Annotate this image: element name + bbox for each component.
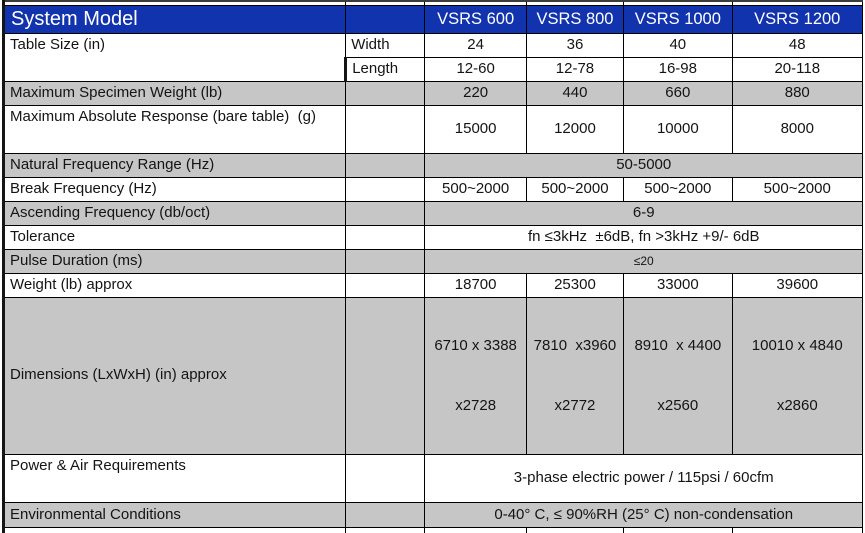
empty-header-cell	[345, 4, 426, 34]
value-cell: 220	[424, 80, 527, 106]
value-cell: 16-98	[623, 56, 733, 82]
table-row-table-size-width: Table Size (in) Width 24 36 40 48	[1, 32, 863, 82]
empty-cell	[345, 296, 426, 455]
dimensions-line1: 7810 x3960	[533, 337, 617, 354]
row-label-weight: Weight (lb) approx	[1, 272, 347, 298]
ascending-frequency-merged-value: 6-9	[424, 200, 863, 226]
table-row-dimensions: Dimensions (LxWxH) (in) approx 6710 x 33…	[1, 296, 863, 455]
row-label-natural-frequency: Natural Frequency Range (Hz)	[1, 152, 347, 178]
natural-frequency-merged-value: 50-5000	[424, 152, 863, 178]
table-row-environmental: Environmental Conditions 0-40° C, ≤ 90%R…	[1, 502, 863, 528]
dimensions-line1: 10010 x 4840	[751, 337, 843, 354]
row-label-pulse-duration: Pulse Duration (ms)	[1, 248, 347, 274]
dimensions-line1: 6710 x 3388	[434, 337, 517, 354]
empty-cell	[345, 502, 426, 528]
value-cell: 500~2000	[525, 176, 625, 202]
gridline-strip-bottom	[1, 527, 863, 533]
row-label-dimensions: Dimensions (LxWxH) (in) approx	[1, 296, 347, 455]
dimensions-line2: x2560	[657, 396, 699, 414]
value-cell: 660	[623, 80, 733, 106]
table-row-ascending-frequency: Ascending Frequency (db/oct) 6-9	[1, 200, 863, 226]
environmental-merged-value: 0-40° C, ≤ 90%RH (25° C) non-condensatio…	[424, 502, 863, 528]
row-label-absolute-response: Maximum Absolute Response (bare table) (…	[1, 104, 347, 154]
strip-cell	[731, 527, 863, 533]
row-label-tolerance: Tolerance	[1, 224, 347, 250]
row-label-environmental: Environmental Conditions	[1, 502, 347, 528]
value-cell: 440	[525, 80, 625, 106]
row-label-power-air: Power & Air Requirements	[1, 454, 347, 503]
model-header-vsrs-600: VSRS 600	[424, 4, 527, 34]
strip-cell	[1, 527, 347, 533]
value-cell: 48	[731, 32, 863, 58]
sublabel-width: Width	[345, 32, 426, 58]
dimensions-line2: x2728	[455, 396, 497, 414]
empty-cell	[345, 248, 426, 274]
dimensions-line2: x2772	[554, 396, 596, 414]
value-cell: 12000	[525, 104, 625, 154]
value-cell: 12-78	[525, 56, 625, 82]
table-header-row: System Model VSRS 600 VSRS 800 VSRS 1000…	[1, 4, 863, 34]
dimensions-cell: 10010 x 4840 x2860	[731, 296, 863, 455]
value-cell: 39600	[731, 272, 863, 298]
value-cell: 500~2000	[623, 176, 733, 202]
value-cell: 880	[731, 80, 863, 106]
table-row-break-frequency: Break Frequency (Hz) 500~2000 500~2000 5…	[1, 176, 863, 202]
row-label-ascending-frequency: Ascending Frequency (db/oct)	[1, 200, 347, 226]
strip-cell	[623, 527, 733, 533]
model-header-vsrs-1000: VSRS 1000	[623, 4, 733, 34]
table-row-specimen-weight: Maximum Specimen Weight (lb) 220 440 660…	[1, 80, 863, 106]
table-row-power-air: Power & Air Requirements 3-phase electri…	[1, 454, 863, 503]
value-cell: 8000	[731, 104, 863, 154]
dimensions-cell: 7810 x3960 x2772	[525, 296, 625, 455]
empty-cell	[345, 152, 426, 178]
value-cell: 36	[525, 32, 625, 58]
tolerance-merged-value: fn ≤3kHz ±6dB, fn >3kHz +9/- 6dB	[424, 224, 863, 250]
empty-cell	[345, 272, 426, 298]
value-cell: 24	[424, 32, 527, 58]
model-header-vsrs-800: VSRS 800	[525, 4, 625, 34]
value-cell: 15000	[424, 104, 527, 154]
row-label-specimen-weight: Maximum Specimen Weight (lb)	[1, 80, 347, 106]
strip-cell	[424, 527, 527, 533]
table-row-tolerance: Tolerance fn ≤3kHz ±6dB, fn >3kHz +9/- 6…	[1, 224, 863, 250]
table-row-absolute-response: Maximum Absolute Response (bare table) (…	[1, 104, 863, 154]
value-cell: 25300	[525, 272, 625, 298]
value-cell: 18700	[424, 272, 527, 298]
pulse-duration-merged-value: ≤20	[424, 248, 863, 274]
value-cell: 20-118	[731, 56, 863, 82]
empty-cell	[345, 224, 426, 250]
row-label-table-size: Table Size (in)	[1, 32, 347, 82]
value-cell: 500~2000	[731, 176, 863, 202]
strip-cell	[345, 527, 426, 533]
dimensions-line2: x2860	[776, 396, 818, 414]
table-row-weight: Weight (lb) approx 18700 25300 33000 396…	[1, 272, 863, 298]
value-cell: 10000	[623, 104, 733, 154]
model-header-vsrs-1200: VSRS 1200	[731, 4, 863, 34]
dimensions-line1: 8910 x 4400	[634, 337, 722, 354]
empty-cell	[345, 176, 426, 202]
empty-cell	[345, 454, 426, 503]
value-cell: 500~2000	[424, 176, 527, 202]
table-row-natural-frequency: Natural Frequency Range (Hz) 50-5000	[1, 152, 863, 178]
empty-cell	[345, 80, 426, 106]
empty-cell	[345, 200, 426, 226]
row-label-break-frequency: Break Frequency (Hz)	[1, 176, 347, 202]
dimensions-cell: 8910 x 4400 x2560	[623, 296, 733, 455]
sublabel-length: Length	[344, 56, 426, 82]
strip-cell	[525, 527, 625, 533]
value-cell: 33000	[623, 272, 733, 298]
dimensions-cell: 6710 x 3388 x2728	[424, 296, 527, 455]
system-model-title: System Model	[1, 4, 347, 34]
empty-cell	[345, 104, 426, 154]
table-row-pulse-duration: Pulse Duration (ms) ≤20	[1, 248, 863, 274]
value-cell: 40	[623, 32, 733, 58]
power-air-merged-value: 3-phase electric power / 115psi / 60cfm	[424, 454, 863, 503]
value-cell: 12-60	[424, 56, 527, 82]
table-row-table-size-length: Length 12-60 12-78 16-98 20-118	[4, 56, 863, 82]
